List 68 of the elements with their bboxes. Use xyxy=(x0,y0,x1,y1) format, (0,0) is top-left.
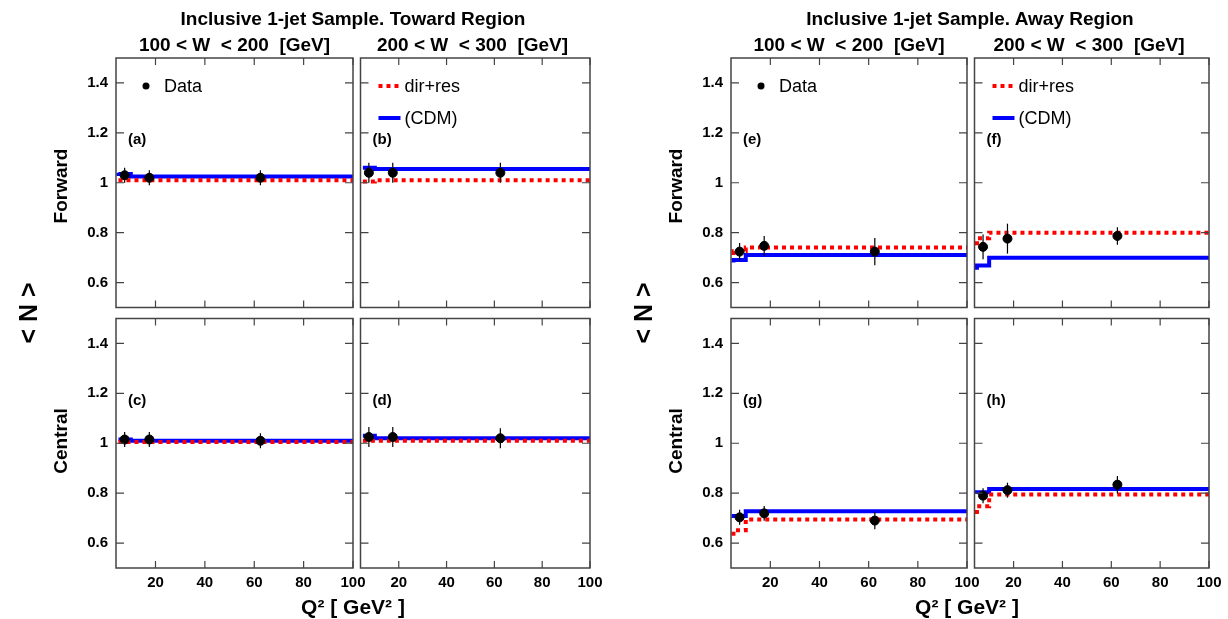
y-tick-label: 0.8 xyxy=(702,483,723,501)
annotation: (c) xyxy=(128,390,147,408)
legend-label: Data xyxy=(164,75,204,96)
x-tick-label: 80 xyxy=(295,573,312,591)
x-tick-label: 20 xyxy=(390,573,408,591)
annotation: (e) xyxy=(743,130,762,148)
y-axis-title: Central xyxy=(49,407,71,474)
x-axis-title: Q² [ GeV² ] xyxy=(301,594,405,618)
y-tick-label: 0.6 xyxy=(87,272,108,290)
y-tick-label: 1.2 xyxy=(87,383,108,401)
y-tick-label: 0.6 xyxy=(702,272,723,290)
annotation: (f) xyxy=(986,130,1002,148)
y-tick-label: 1.4 xyxy=(87,73,109,91)
y-tick-label: 0.8 xyxy=(702,222,723,240)
y-tick-label: 1 xyxy=(99,172,108,190)
legend-label: dir+res xyxy=(404,75,461,96)
x-tick-label: 80 xyxy=(533,573,551,591)
x-tick-label: 40 xyxy=(438,573,455,591)
annotation: (a) xyxy=(128,130,147,148)
y-axis-title: Central xyxy=(664,407,686,474)
annotation: (b) xyxy=(372,130,392,148)
legend-label: (CDM) xyxy=(404,107,458,128)
y-tick-label: 0.8 xyxy=(87,483,108,501)
y-tick-label: 0.8 xyxy=(87,222,108,240)
x-tick-label: 40 xyxy=(196,573,214,591)
x-tick-label: 80 xyxy=(1151,573,1169,591)
y-tick-label: 1 xyxy=(714,172,723,190)
x-tick-label: 20 xyxy=(1005,573,1022,591)
x-tick-label: 80 xyxy=(909,573,927,591)
x-axis-title: Q² [ GeV² ] xyxy=(915,594,1019,618)
x-tick-label: 100 xyxy=(954,573,980,591)
x-tick-label: 100 xyxy=(1196,573,1222,591)
x-tick-label: 60 xyxy=(860,573,878,591)
legend-label: Data xyxy=(779,75,819,96)
y-tick-label: 1.4 xyxy=(702,333,724,351)
x-tick-label: 60 xyxy=(486,573,503,591)
x-tick-label: 60 xyxy=(245,573,263,591)
x-tick-label: 20 xyxy=(147,573,164,591)
legend-label: dir+res xyxy=(1018,75,1075,96)
annotation: (h) xyxy=(986,390,1006,408)
y-tick-label: 1.4 xyxy=(702,73,724,91)
y-tick-label: 1.4 xyxy=(87,333,109,351)
text: < N > xyxy=(13,282,42,344)
chart-subtitle: 100 < W < 200 [GeV] xyxy=(753,33,945,55)
chart-title: Inclusive 1-jet Sample. Toward Region xyxy=(180,7,526,29)
y-tick-label: 0.6 xyxy=(702,533,723,551)
y-tick-label: 0.6 xyxy=(87,533,108,551)
chart-subtitle: 100 < W < 200 [GeV] xyxy=(138,33,331,55)
annotation: (g) xyxy=(743,390,763,408)
y-axis-title: Forward xyxy=(49,148,71,223)
x-tick-label: 20 xyxy=(761,573,779,591)
chart-title: Inclusive 1-jet Sample. Away Region xyxy=(806,7,1134,29)
y-tick-label: 1.2 xyxy=(702,383,723,401)
x-tick-label: 100 xyxy=(577,573,603,591)
chart-subtitle: 200 < W < 300 [GeV] xyxy=(993,33,1185,55)
y-axis-title: Forward xyxy=(664,148,686,223)
y-tick-label: 1.2 xyxy=(702,122,723,140)
y-tick-label: 1 xyxy=(99,433,108,451)
annotation: (d) xyxy=(372,390,392,408)
text: < N > xyxy=(628,282,657,344)
y-tick-label: 1 xyxy=(714,433,723,451)
x-tick-label: 40 xyxy=(811,573,828,591)
x-tick-label: 60 xyxy=(1102,573,1120,591)
legend-label: (CDM) xyxy=(1018,107,1072,128)
y-tick-label: 1.2 xyxy=(87,122,108,140)
x-tick-label: 100 xyxy=(340,573,366,591)
x-tick-label: 40 xyxy=(1054,573,1071,591)
chart-subtitle: 200 < W < 300 [GeV] xyxy=(376,33,569,55)
